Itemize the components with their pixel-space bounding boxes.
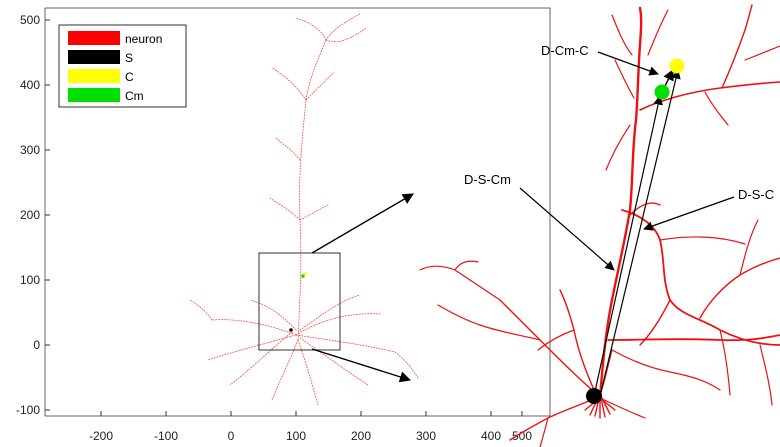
y-tick-500: 500 bbox=[20, 13, 40, 27]
x-tick-300: 300 bbox=[416, 429, 436, 443]
c-small-marker bbox=[303, 272, 307, 276]
x-tick-neg200: -200 bbox=[89, 429, 113, 443]
cm-marker bbox=[654, 84, 670, 100]
y-tick-100: 100 bbox=[20, 273, 40, 287]
legend-swatch-s bbox=[68, 50, 120, 64]
x-tick-500: 500 bbox=[512, 429, 532, 443]
x-tick-400: 400 bbox=[481, 429, 501, 443]
label-d-s-c: D-S-C bbox=[738, 187, 774, 202]
legend: neuron S C Cm bbox=[58, 24, 187, 108]
x-tick-100: 100 bbox=[286, 429, 306, 443]
label-d-s-cm: D-S-Cm bbox=[464, 172, 511, 187]
zoom-arrow-bottom bbox=[311, 348, 412, 383]
line-s-to-c bbox=[599, 69, 681, 397]
soma-small-marker bbox=[289, 328, 293, 332]
x-tick-200: 200 bbox=[351, 429, 371, 443]
y-tick-400: 400 bbox=[20, 78, 40, 92]
zoom-arrow-top bbox=[311, 193, 414, 254]
pointer-d-s-cm bbox=[519, 187, 615, 271]
legend-label-cm: Cm bbox=[125, 89, 144, 103]
x-tick-0: 0 bbox=[228, 429, 235, 443]
legend-label-c: C bbox=[125, 70, 134, 84]
soma-marker bbox=[586, 388, 602, 404]
c-marker bbox=[669, 58, 685, 74]
x-tick-labels: -200 -100 0 100 200 300 400 500 bbox=[89, 411, 532, 443]
neuron-small bbox=[189, 13, 419, 406]
y-tick-200: 200 bbox=[20, 208, 40, 222]
y-tick-300: 300 bbox=[20, 143, 40, 157]
legend-swatch-c bbox=[68, 69, 120, 83]
y-tick-0: 0 bbox=[33, 338, 40, 352]
x-tick-neg100: -100 bbox=[154, 429, 178, 443]
pointer-d-s-c bbox=[643, 196, 735, 231]
legend-label-s: S bbox=[125, 51, 133, 65]
annotations: D-Cm-C D-S-Cm D-S-C bbox=[464, 43, 774, 271]
inset-box bbox=[258, 252, 341, 351]
line-s-to-cm bbox=[593, 95, 663, 397]
y-tick-labels: 500 400 300 200 100 0 -100 bbox=[16, 13, 50, 417]
legend-swatch-neuron bbox=[68, 31, 120, 45]
legend-label-neuron: neuron bbox=[125, 32, 162, 46]
legend-swatch-cm bbox=[68, 88, 120, 102]
y-tick-neg100: -100 bbox=[16, 403, 40, 417]
left-plot-panel: 500 400 300 200 100 0 -100 -200 -100 0 1… bbox=[16, 7, 551, 443]
pointer-d-cm-c bbox=[597, 51, 659, 76]
label-d-cm-c: D-Cm-C bbox=[541, 43, 589, 58]
